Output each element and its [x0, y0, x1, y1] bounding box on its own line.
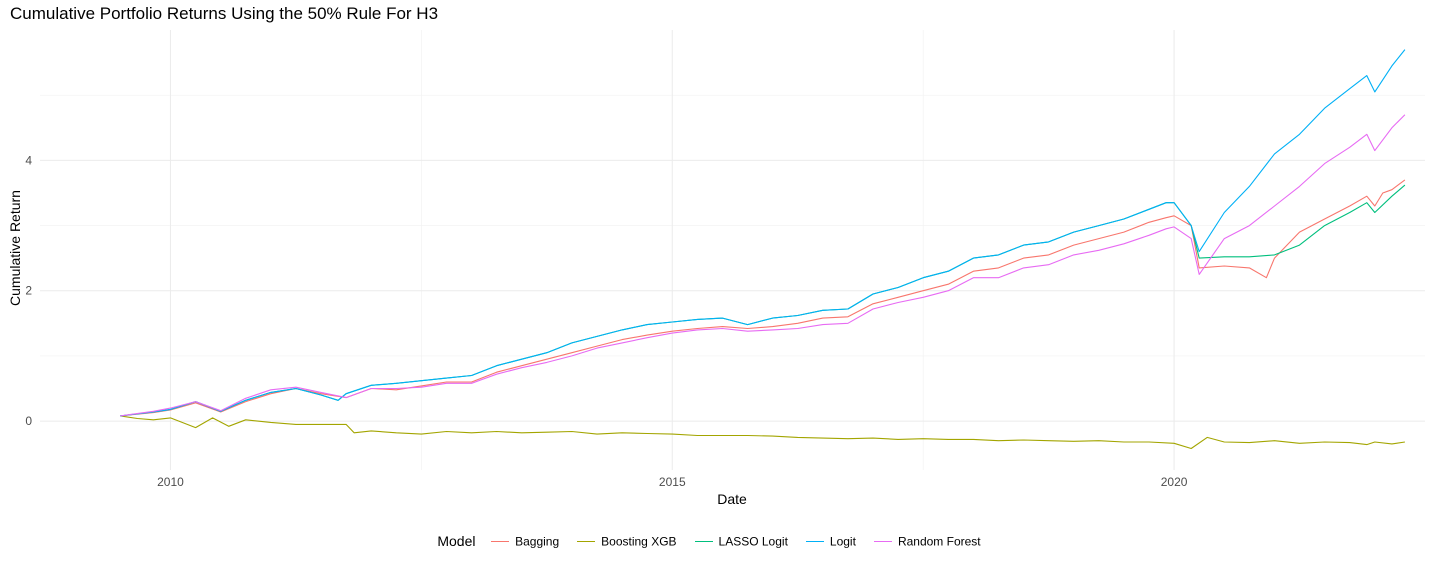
- legend-key: [577, 540, 596, 542]
- x-tick-label: 2020: [1161, 475, 1188, 489]
- tick-labels: 0 2 4 2010 2015 2020: [25, 153, 1187, 489]
- y-tick-label: 0: [25, 414, 32, 428]
- x-tick-label: 2010: [157, 475, 184, 489]
- series-line-lasso-logit: [120, 184, 1406, 417]
- legend-key: [805, 540, 824, 542]
- legend-label: Boosting XGB: [601, 534, 677, 549]
- legend-label: Logit: [829, 534, 856, 549]
- x-tick-label: 2015: [659, 475, 686, 489]
- legend-title: Model: [437, 532, 476, 549]
- y-axis-title: Cumulative Return: [7, 190, 23, 306]
- legend-label: Random Forest: [897, 534, 981, 549]
- legend-key: [873, 540, 892, 542]
- chart-title: Cumulative Portfolio Returns Using the 5…: [10, 4, 439, 23]
- legend-key: [694, 540, 713, 542]
- legend: Model Bagging Boosting XGB LASSO Logit Logi…: [0, 532, 1436, 549]
- legend-item-bagging: Bagging: [491, 533, 560, 549]
- series-lines: [120, 49, 1406, 450]
- grid: [40, 30, 1425, 470]
- legend-item-logit: Logit: [805, 533, 856, 549]
- legend-items: Bagging Boosting XGB LASSO Logit Logit Rando…: [491, 532, 999, 549]
- y-tick-label: 4: [25, 153, 32, 167]
- legend-item-random-forest: Random Forest: [873, 533, 981, 549]
- series-line-boosting-xgb: [120, 415, 1405, 450]
- legend-label: LASSO Logit: [718, 534, 788, 549]
- legend-key: [491, 540, 510, 542]
- series-line-bagging: [120, 179, 1406, 417]
- series-line-logit: [120, 49, 1406, 417]
- legend-item-boosting-xgb: Boosting XGB: [577, 533, 677, 549]
- legend-item-lasso-logit: LASSO Logit: [694, 533, 788, 549]
- x-axis-title: Date: [717, 491, 747, 507]
- series-line-random-forest: [120, 114, 1406, 417]
- legend-label: Bagging: [515, 534, 560, 549]
- y-tick-label: 2: [25, 284, 32, 298]
